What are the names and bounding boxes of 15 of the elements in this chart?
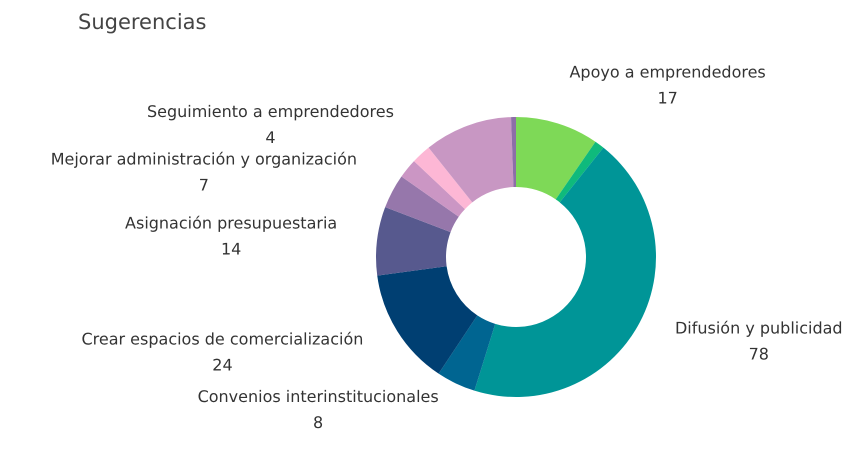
data-label: 4 [265,128,276,147]
data-label: 7 [198,176,209,195]
data-label: 78 [748,344,769,364]
slice-label: Crear espacios de comercialización [81,330,364,349]
data-label: 24 [212,356,233,375]
slice-label: Convenios interinstitucionales [198,387,439,406]
data-label: 14 [220,239,242,258]
data-label: 8 [313,413,324,432]
slice-label: Asignación presupuestaria [125,213,338,232]
data-label: 17 [657,88,678,108]
slice-label: Apoyo a emprendedores [569,62,766,82]
slice-label: Seguimiento a emprendedores [146,102,394,121]
chart-title: Sugerencias [78,10,206,34]
slice-label: Mejorar administración y organización [50,150,358,169]
slice-label: Difusión y publicidad [674,318,843,338]
